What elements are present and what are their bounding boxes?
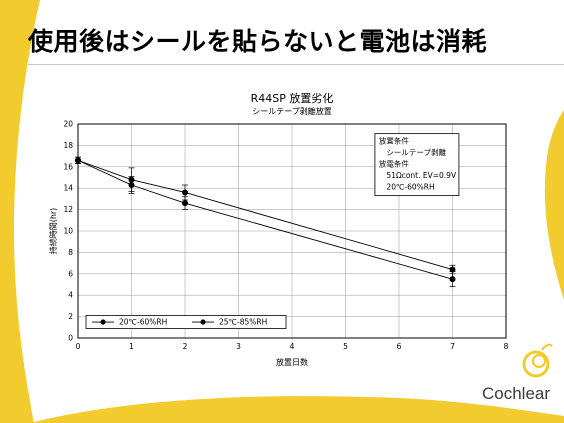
annotation-line: シールテープ剥離: [379, 147, 447, 157]
x-tick-label: 7: [450, 342, 455, 351]
x-tick-label: 6: [397, 342, 402, 351]
data-point: [449, 266, 456, 273]
annotation-line: 51Ωcont. EV=0.9V: [379, 171, 457, 180]
legend-swatch-marker: [200, 319, 206, 325]
cochlear-logo-icon: [522, 343, 553, 378]
brand-name: Cochlear: [482, 384, 551, 403]
y-tick-label: 16: [63, 162, 73, 171]
y-tick-label: 18: [63, 141, 73, 150]
x-tick-label: 1: [129, 342, 134, 351]
accent-swoosh-top-left: [0, 0, 40, 423]
legend-label: 25℃-85%RH: [219, 318, 267, 327]
y-tick-label: 10: [63, 227, 73, 236]
x-tick-label: 2: [183, 342, 188, 351]
data-point: [75, 157, 81, 164]
conditions-annotation: 放置条件 シールテープ剥離 放電条件 51Ωcont. EV=0.9V 20℃-…: [374, 133, 460, 197]
series-line: [77, 159, 453, 280]
y-axis-label: 持続時間(hr): [48, 208, 58, 255]
legend-items: [92, 319, 215, 325]
y-tick-label: 12: [63, 205, 73, 214]
legend-label: 20℃-60%RH: [119, 318, 167, 327]
x-tick-label: 4: [290, 342, 295, 351]
y-tick-label: 6: [68, 269, 73, 278]
y-tick-label: 14: [63, 184, 73, 193]
x-tick-label: 3: [236, 342, 241, 351]
y-tick-label: 20: [63, 120, 73, 129]
x-axis-label: 放置日数: [276, 357, 308, 367]
data-point: [182, 189, 188, 196]
title-divider: [28, 64, 564, 65]
y-tick-label: 0: [68, 334, 73, 343]
plot-area-border: [77, 123, 507, 339]
data-point: [449, 276, 456, 283]
x-axis-ticks: 0 1 2 3 4 5 6 7 8: [76, 342, 509, 351]
y-tick-label: 8: [68, 248, 73, 257]
y-tick-label: 4: [68, 291, 73, 300]
legend-swatch-marker: [100, 319, 106, 325]
y-axis-ticks: 0 2 4 6 8 10 12 14 16 18 20: [63, 120, 73, 343]
chart-subtitle: シールテープ剥離放置: [252, 106, 332, 116]
data-point: [182, 200, 188, 207]
chart-title: R44SP 放置劣化: [251, 91, 334, 105]
accent-swoosh-bottom: [30, 396, 564, 423]
x-tick-label: 8: [504, 342, 509, 351]
data-point: [128, 181, 135, 188]
y-tick-label: 2: [68, 312, 73, 321]
annotation-line: 20℃-60%RH: [379, 183, 435, 192]
annotation-line: 放置条件: [379, 136, 409, 146]
annotation-line: 放電条件: [379, 159, 409, 169]
x-tick-label: 5: [343, 342, 348, 351]
x-tick-label: 0: [76, 342, 81, 351]
legend-box: [85, 315, 287, 329]
series-layer: [75, 156, 456, 287]
series-line: [77, 159, 453, 270]
conditions-annotation-box: [374, 133, 460, 197]
slide-title: 使用後はシールを貼らないと電池は消耗: [28, 27, 488, 56]
accent-swoosh-right: [544, 110, 564, 300]
chart-legend: 20℃-60%RH 25℃-85%RH: [85, 315, 287, 329]
series-2: [75, 156, 456, 287]
